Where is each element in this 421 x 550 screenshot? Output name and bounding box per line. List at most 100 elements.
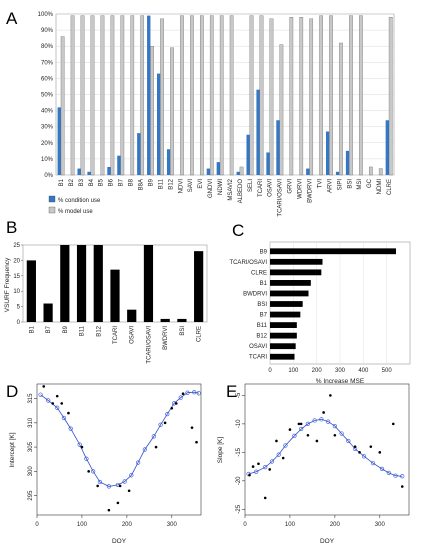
bar-increase-mse (270, 248, 396, 255)
panel-c-x-tick-label: 200 (312, 368, 323, 374)
panel-a-x-tick-label: EVI (198, 179, 204, 189)
fit-marker (68, 426, 73, 431)
fit-marker (332, 424, 337, 429)
bar-condition-use (87, 171, 91, 175)
panel-d-y-tick-label: 295 (28, 490, 34, 501)
bar-vsurf-frequency (76, 245, 87, 322)
bar-vsurf-frequency (143, 245, 154, 322)
observation-point (299, 422, 303, 426)
fit-marker (319, 417, 324, 422)
observation-point (369, 445, 373, 448)
panel-d-x-tick-label: 0 (35, 522, 39, 528)
observation-point (55, 394, 59, 398)
panel-a-x-tick-label: B6 (109, 178, 115, 186)
fit-marker (299, 426, 304, 432)
observation-point (400, 485, 404, 488)
fit-marker (151, 434, 156, 439)
observation-point (107, 508, 111, 512)
fit-marker (178, 395, 183, 400)
panel-b-y-tick-label: 5 (17, 305, 21, 311)
bar-model-use (378, 168, 383, 176)
fit-marker (292, 433, 297, 438)
bar-vsurf-frequency (60, 245, 70, 322)
fit-marker (283, 443, 288, 448)
panel-c-x-label: % Increase MSE (316, 378, 365, 385)
bar-condition-use (345, 150, 350, 175)
bar-condition-use (306, 168, 310, 175)
panel-b-y-tick-label: 20 (13, 258, 20, 264)
panel-a-gridlines (56, 13, 394, 176)
panel-b-y-tick-label: 0 (17, 320, 21, 326)
fit-marker (370, 461, 376, 466)
fit-marker (305, 421, 311, 426)
observation-point (51, 402, 55, 405)
panel-a-x-tick-label: SIPI (337, 179, 343, 191)
panel-a-y-tick-label: 10% (41, 157, 54, 163)
fit-marker (84, 456, 89, 461)
panel-c-x-ticks: 0 100 200 300 400 500 (268, 368, 392, 374)
bar-condition-use (157, 73, 161, 175)
panel-a-x-tick-label: NDWI (218, 179, 224, 195)
observation-point (257, 462, 260, 466)
panel-c-x-tick-label: 0 (268, 368, 272, 374)
bar-model-use (120, 15, 125, 176)
bar-model-use (100, 15, 105, 176)
panel-e-x-label: DOY (320, 538, 335, 545)
fit-marker (254, 469, 259, 474)
legend-label-model: % model use (58, 209, 93, 215)
observation-point (306, 433, 310, 437)
fit-marker (192, 390, 197, 395)
panel-c-y-tick-label: B11 (257, 323, 268, 329)
panel-a-x-tick-label: B4 (89, 178, 95, 186)
fit-marker (393, 473, 398, 478)
bar-model-use (269, 18, 274, 176)
panel-c-x-tick-label: 100 (288, 368, 299, 374)
bar-increase-mse (270, 332, 297, 339)
bar-model-use (160, 18, 164, 176)
bar-increase-mse (270, 280, 311, 286)
observation-point (170, 406, 174, 410)
bar-condition-use (276, 120, 280, 175)
panel-b-x-tick-label: B12 (96, 325, 102, 336)
panel-d-y-label: Intercept [K] (9, 432, 16, 467)
panel-c-y-tick-label: B9 (260, 249, 268, 255)
panel-c: C B9 TCARI/OSAVI CLRE B1 BWDRVI BSI B7 B11 B12 OS… (229, 221, 411, 385)
panel-b-x-tick-label: TCARI (113, 326, 119, 344)
panel-a-x-tick-label: B1 (59, 178, 65, 186)
observation-point (329, 394, 332, 397)
fit-marker (361, 454, 367, 459)
bar-vsurf-frequency (194, 251, 204, 322)
panel-a-x-tick-label: GNDVI (208, 179, 214, 198)
panel-b-y-tick-label: 25 (13, 243, 20, 249)
harmonic-fit-line (40, 391, 199, 487)
bar-model-use (90, 15, 95, 176)
observation-point (263, 496, 267, 500)
panel-d-y-tick-label: 315 (28, 393, 34, 404)
panel-e-x-tick-label: 0 (243, 522, 247, 528)
panel-c-y-tick-label: CLRE (251, 270, 267, 276)
panel-a-x-tick-label: NDVI (178, 179, 184, 194)
bar-vsurf-frequency (110, 269, 120, 322)
bar-vsurf-frequency (177, 318, 187, 322)
bar-condition-use (335, 171, 340, 175)
fit-marker (400, 474, 405, 479)
panel-c-y-tick-label: BSI (257, 302, 267, 308)
panel-c-y-tick-label: B12 (256, 334, 267, 340)
panel-d-points (42, 385, 198, 512)
panel-b-x-tick-label: CLRE (197, 326, 203, 342)
bar-model-use (309, 18, 314, 176)
bar-increase-mse (270, 269, 322, 276)
fit-marker (97, 479, 103, 485)
panel-a-y-tick-label: 30% (41, 125, 54, 131)
panel-c-x-tick-label: 300 (335, 368, 346, 374)
panel-a-letter: A (6, 9, 18, 28)
panel-d-x-tick-label: 100 (77, 522, 88, 528)
panel-b-y-label: VSURF Frequency (4, 257, 11, 312)
fit-marker (185, 390, 190, 395)
panel-c-x-tick-label: 500 (382, 368, 393, 374)
observation-point (154, 445, 158, 449)
observation-point (195, 440, 198, 444)
panel-e-y-tick-label: -15 (236, 447, 242, 456)
